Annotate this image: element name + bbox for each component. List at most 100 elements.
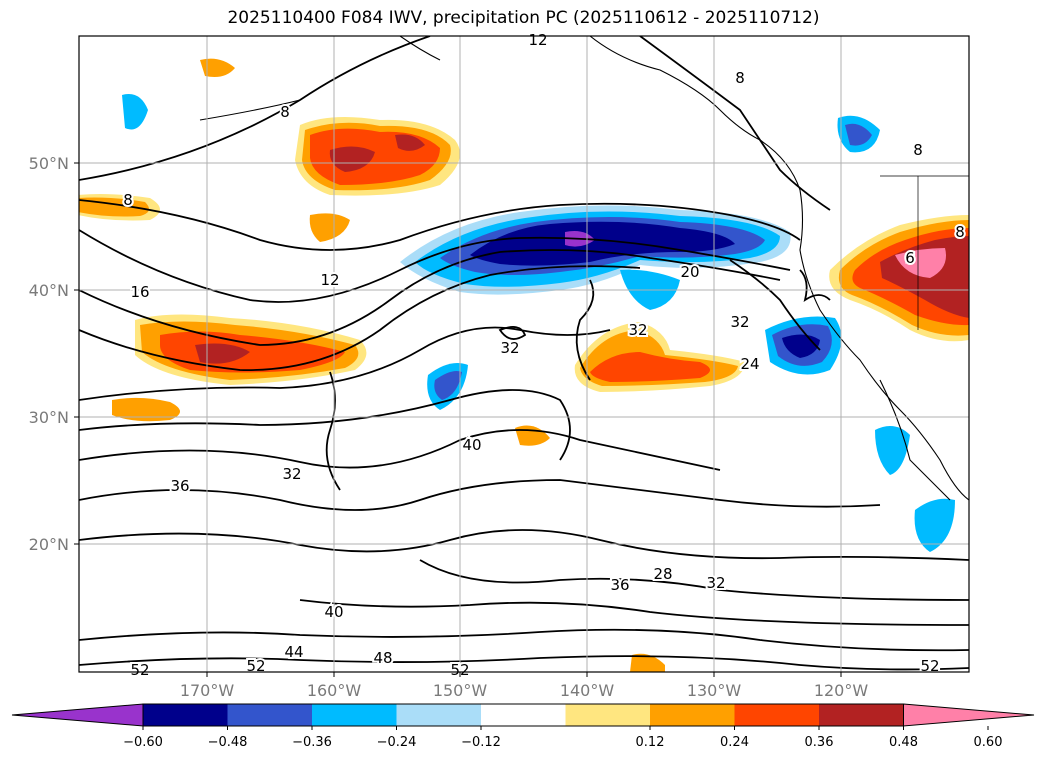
contour-line [79, 199, 801, 251]
coastline [199, 36, 969, 501]
iwv-contours [79, 36, 969, 671]
anomaly-patch [200, 58, 235, 77]
contour-line [575, 279, 595, 381]
chart-title: 2025110400 F084 IWV, precipitation PC (2… [227, 8, 820, 28]
colorbar-segment [734, 704, 819, 726]
contour-label: 8 [955, 223, 965, 241]
anomaly-patch [122, 94, 148, 130]
contour-labels: 12 8 8 8 8 8 16 12 20 32 32 32 24 6 40 36 32 28 32 36 40 44 48… [121, 29, 967, 681]
colorbar-tick-label: −0.60 [123, 735, 163, 750]
coastline-path [589, 36, 969, 501]
contour-label: 52 [130, 661, 149, 679]
colorbar-tick-label: −0.48 [208, 735, 248, 750]
gridlines [79, 36, 969, 672]
coastline-path [879, 379, 951, 501]
contour-label: 32 [730, 313, 749, 331]
y-tick-label: 30°N [29, 408, 69, 427]
contour-label: 8 [913, 141, 923, 159]
contour-line [79, 229, 791, 303]
anomaly-patch [329, 146, 375, 172]
colorbar-segment [650, 704, 735, 726]
contour-line [79, 36, 431, 181]
contour-line [79, 479, 881, 511]
plot-frame [78, 35, 970, 673]
contour-label: 8 [280, 103, 290, 121]
contour-label: 40 [462, 436, 481, 454]
contour-label: 8 [123, 191, 133, 209]
contour-label: 32 [706, 574, 725, 592]
contour-line [79, 529, 969, 561]
colorbar-segment [396, 704, 481, 726]
y-axis-ticks: 20°N 30°N 40°N 50°N [29, 154, 79, 554]
anomaly-patch [195, 343, 250, 364]
colorbar-tick-label: 0.60 [974, 735, 1003, 750]
contour-label: 12 [528, 31, 547, 49]
colorbar-segment [819, 704, 904, 726]
x-tick-label: 160°W [307, 681, 362, 700]
colorbar-segment [481, 704, 566, 726]
colorbar: −0.60 −0.48 −0.36 −0.24 −0.12 0.12 0.24 0.36 0.4… [11, 703, 1035, 750]
contour-label: 28 [653, 565, 672, 583]
anomaly-patch [395, 134, 425, 151]
contour-label: 16 [130, 283, 149, 301]
colorbar-extend-low [11, 703, 144, 727]
colorbar-tick-label: −0.36 [292, 735, 332, 750]
contour-label: 44 [284, 643, 303, 661]
anomaly-patch [875, 426, 910, 475]
contour-line [79, 326, 611, 401]
contour-label: 48 [373, 649, 392, 667]
anomaly-patch [590, 352, 710, 382]
coastline-path [199, 99, 301, 121]
contour-label: 32 [628, 321, 647, 339]
anomaly-patch [895, 248, 946, 278]
contour-line [79, 429, 721, 471]
y-tick-label: 20°N [29, 535, 69, 554]
y-tick-label: 40°N [29, 281, 69, 300]
anomaly-patch [914, 498, 955, 552]
colorbar-tick-label: 0.48 [889, 735, 918, 750]
colorbar-tick-label: −0.12 [461, 735, 501, 750]
contour-label: 36 [610, 576, 629, 594]
colorbar-tick-label: 0.36 [805, 735, 834, 750]
x-tick-label: 150°W [433, 681, 488, 700]
colorbar-tick-label: −0.24 [377, 735, 417, 750]
contour-line [79, 265, 641, 371]
x-tick-label: 120°W [814, 681, 869, 700]
contour-line [79, 249, 781, 346]
anomaly-patch [309, 213, 350, 242]
colorbar-segment [312, 704, 397, 726]
contour-label: 32 [500, 339, 519, 357]
anomaly-patch [470, 221, 735, 266]
contour-label: 20 [680, 263, 699, 281]
colorbar-extend-high [903, 703, 1035, 727]
x-tick-label: 170°W [180, 681, 235, 700]
colorbar-segment [143, 704, 228, 726]
contour-line [419, 559, 969, 601]
contour-line [799, 269, 831, 303]
x-tick-label: 130°W [687, 681, 742, 700]
colorbar-segment [227, 704, 312, 726]
contour-line [79, 655, 969, 671]
colorbar-frame [142, 703, 904, 727]
contour-label: 40 [324, 603, 343, 621]
contour-line [79, 628, 969, 652]
contour-label: 6 [905, 249, 915, 267]
contour-line [299, 599, 969, 626]
colorbar-tick-label: 0.24 [720, 735, 749, 750]
colorbar-segment [565, 704, 650, 726]
x-axis-ticks: 170°W 160°W 150°W 140°W 130°W 120°W [180, 672, 869, 700]
contour-label: 8 [735, 69, 745, 87]
anomaly-patch [630, 653, 665, 672]
contour-line [79, 389, 571, 461]
contour-label: 12 [320, 271, 339, 289]
contour-line [498, 326, 527, 340]
anomaly-patch [434, 371, 462, 400]
anomaly-patch [112, 397, 180, 422]
y-tick-label: 50°N [29, 154, 69, 173]
anomaly-patch [845, 123, 872, 146]
coastline-path [399, 36, 441, 61]
contour-line [729, 259, 821, 351]
contour-label: 24 [740, 355, 759, 373]
x-tick-label: 140°W [560, 681, 615, 700]
